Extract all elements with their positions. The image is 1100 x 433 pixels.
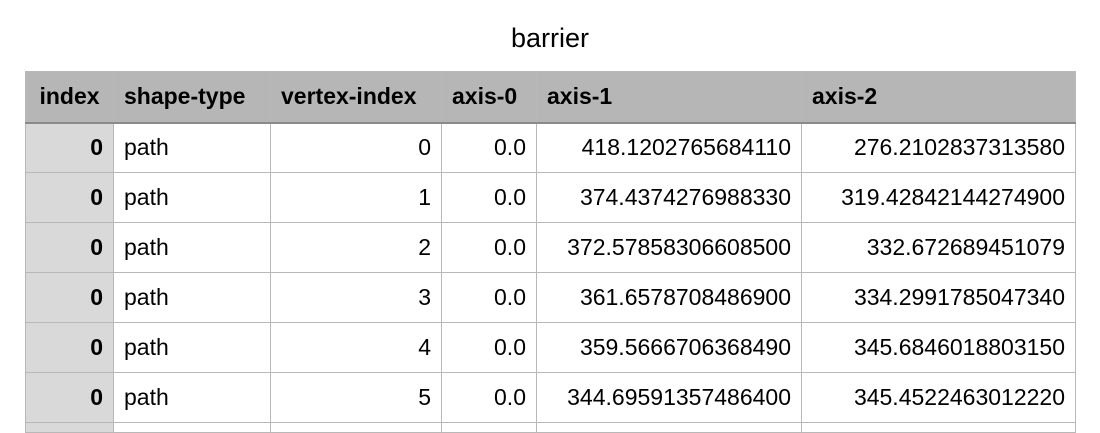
cell-index[interactable]: 0	[25, 172, 114, 223]
cell-axis-0[interactable]: 0.0	[441, 272, 537, 323]
cell-vertex-index[interactable]: 4	[270, 322, 442, 373]
cell-vertex-index[interactable]: 1	[270, 172, 442, 223]
cell-axis-1[interactable]: 344.69591357486400	[536, 372, 802, 423]
cell-index[interactable]: 0	[25, 272, 114, 323]
table-row: 0 path 1 0.0 374.4374276988330 319.42842…	[25, 172, 1076, 223]
cell-axis-1[interactable]: 418.1202765684110	[536, 122, 802, 173]
cell-axis-2[interactable]: 345.4522463012220	[801, 372, 1076, 423]
cell-index[interactable]: 0	[25, 222, 114, 273]
cell-axis-2[interactable]: 334.2991785047340	[801, 272, 1076, 323]
cell-axis-2[interactable]: 332.672689451079	[801, 222, 1076, 273]
cell-shape-type[interactable]: path	[113, 122, 271, 173]
column-header-axis-2[interactable]: axis-2	[801, 71, 1076, 124]
cell-index[interactable]: 0	[25, 372, 114, 423]
column-header-axis-1[interactable]: axis-1	[536, 71, 802, 124]
cell-index[interactable]: 0	[25, 122, 114, 173]
cell-axis-0[interactable]: 0.0	[441, 372, 537, 423]
cell-axis-2[interactable]: 276.2102837313580	[801, 122, 1076, 173]
cell-index[interactable]: 0	[25, 322, 114, 373]
cell-axis-1[interactable]: 374.4374276988330	[536, 172, 802, 223]
cell-axis-0[interactable]: 0.0	[441, 122, 537, 173]
cell-axis-1[interactable]: 359.5666706368490	[536, 322, 802, 373]
cell-shape-type[interactable]: path	[113, 372, 271, 423]
header-row: index shape-type vertex-index axis-0 axi…	[25, 71, 1076, 124]
table-row: 0 path 3 0.0 361.6578708486900 334.29917…	[25, 272, 1076, 323]
table-row: 0 path 2 0.0 372.57858306608500 332.6726…	[25, 222, 1076, 273]
column-header-shape-type[interactable]: shape-type	[113, 71, 271, 124]
cell-shape-type[interactable]: path	[113, 222, 271, 273]
cell-shape-type[interactable]: path	[113, 272, 271, 323]
cell-axis-0[interactable]: 0.0	[441, 222, 537, 273]
cell-axis-2[interactable]: 345.6846018803150	[801, 322, 1076, 373]
table-row: 0 path 0 0.0 418.1202765684110 276.21028…	[25, 122, 1076, 173]
cell-vertex-index[interactable]: 3	[270, 272, 442, 323]
cell-shape-type[interactable]: path	[113, 322, 271, 373]
cell-vertex-index[interactable]: 5	[270, 372, 442, 423]
column-header-axis-0[interactable]: axis-0	[441, 71, 537, 124]
cell-vertex-index[interactable]: 0	[270, 122, 442, 173]
column-header-index[interactable]: index	[25, 71, 114, 124]
cell-axis-2[interactable]: 319.42842144274900	[801, 172, 1076, 223]
cell-axis-0[interactable]: 0.0	[441, 172, 537, 223]
column-header-vertex-index[interactable]: vertex-index	[270, 71, 442, 124]
cell-axis-1[interactable]: 361.6578708486900	[536, 272, 802, 323]
data-table: index shape-type vertex-index axis-0 axi…	[25, 71, 1076, 433]
table-row: 0 path 5 0.0 344.69591357486400 345.4522…	[25, 372, 1076, 423]
table-title: barrier	[510, 23, 590, 53]
cell-axis-0[interactable]: 0.0	[441, 322, 537, 373]
table-row: 0 path 4 0.0 359.5666706368490 345.68460…	[25, 322, 1076, 373]
cell-axis-1[interactable]: 372.57858306608500	[536, 222, 802, 273]
cell-vertex-index[interactable]: 2	[270, 222, 442, 273]
cell-shape-type[interactable]: path	[113, 172, 271, 223]
